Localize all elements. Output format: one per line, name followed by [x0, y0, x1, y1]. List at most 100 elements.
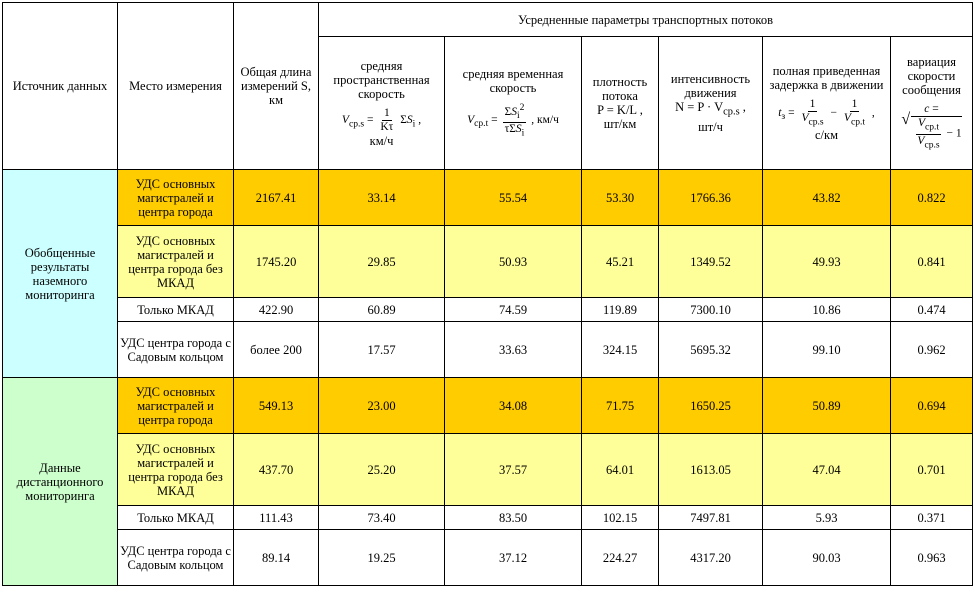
place-cell: УДС центра города с Садовым кольцом: [117, 321, 234, 378]
place-cell: УДС основных магистралей и центра города…: [117, 433, 234, 506]
density-cell: 45.21: [581, 225, 659, 298]
length-cell: 111.43: [233, 505, 319, 530]
header-density-unit: шт/км: [603, 117, 637, 131]
time-speed-formula: Vср.t = ΣSi2 τΣSi , км/ч: [467, 101, 559, 139]
delay-cell: 49.93: [762, 225, 891, 298]
header-density-title: плотность потока: [592, 75, 648, 103]
header-place: Место измерения: [117, 2, 234, 170]
time-speed-cell: 55.54: [444, 169, 582, 226]
intensity-cell: 1650.25: [658, 377, 763, 434]
density-cell: 324.15: [581, 321, 659, 378]
time-speed-cell: 50.93: [444, 225, 582, 298]
header-space-speed: средняя пространственная скорость Vср.s …: [318, 36, 445, 170]
density-cell: 71.75: [581, 377, 659, 434]
time-speed-cell: 74.59: [444, 297, 582, 322]
header-variation-title: вариация скорости сообщения: [902, 55, 961, 98]
density-cell: 64.01: [581, 433, 659, 506]
variation-cell: 0.841: [889, 225, 974, 298]
place-cell: УДС основных магистралей и центра города…: [117, 225, 234, 298]
delay-cell: 47.04: [762, 433, 891, 506]
space-speed-cell: 19.25: [318, 529, 445, 586]
table-row: УДС основных магистралей и центра города…: [3, 433, 974, 506]
table-row: УДС центра города с Садовым кольцом боле…: [3, 321, 974, 378]
table-row: УДС основных магистралей и центра города…: [3, 225, 974, 298]
delay-cell: 5.93: [762, 505, 891, 530]
density-cell: 53.30: [581, 169, 659, 226]
header-space-speed-title: средняя пространственная скорость: [333, 58, 430, 101]
length-cell: более 200: [233, 321, 319, 378]
intensity-cell: 1613.05: [658, 433, 763, 506]
space-speed-cell: 33.14: [318, 169, 445, 226]
intensity-cell: 7300.10: [658, 297, 763, 322]
place-cell: УДС основных магистралей и центра города: [117, 169, 234, 226]
time-speed-cell: 83.50: [444, 505, 582, 530]
header-space-speed-unit: км/ч: [369, 133, 394, 148]
length-cell: 549.13: [233, 377, 319, 434]
variation-cell: 0.371: [889, 505, 974, 530]
variation-cell: 0.474: [889, 297, 974, 322]
density-cell: 102.15: [581, 505, 659, 530]
intensity-cell: 4317.20: [658, 529, 763, 586]
intensity-formula: N = P · Vср.s ,: [675, 100, 746, 118]
intensity-cell: 1349.52: [658, 225, 763, 298]
space-speed-cell: 25.20: [318, 433, 445, 506]
place-cell: Только МКАД: [117, 297, 234, 322]
variation-cell: 0.962: [889, 321, 974, 378]
density-formula: P = K/L ,: [597, 103, 643, 117]
header-group: Усредненные параметры транспортных поток…: [317, 2, 974, 37]
header-delay-title: полная приведенная задержка в движении: [769, 63, 884, 92]
length-cell: 1745.20: [233, 225, 319, 298]
place-cell: Только МКАД: [117, 505, 234, 530]
place-cell: УДС центра города с Садовым кольцом: [117, 529, 234, 586]
space-speed-cell: 23.00: [318, 377, 445, 434]
delay-cell: 99.10: [762, 321, 891, 378]
table-row: УДС центра города с Садовым кольцом 89.1…: [3, 529, 974, 586]
time-speed-cell: 33.63: [444, 321, 582, 378]
density-cell: 119.89: [581, 297, 659, 322]
header-variation: вариация скорости сообщения c = Vср.tVср…: [889, 36, 974, 170]
space-speed-cell: 60.89: [318, 297, 445, 322]
length-cell: 422.90: [233, 297, 319, 322]
source-ground-monitoring: Обобщенные результаты наземного монитори…: [2, 169, 118, 378]
header-source: Источник данных: [2, 2, 118, 170]
space-speed-cell: 17.57: [318, 321, 445, 378]
time-speed-cell: 34.08: [444, 377, 582, 434]
header-time-speed-unit: км/ч: [537, 113, 559, 126]
delay-cell: 90.03: [762, 529, 891, 586]
source-remote-monitoring: Данные дистанционного мониторинга: [2, 377, 118, 586]
time-speed-cell: 37.12: [444, 529, 582, 586]
intensity-cell: 7497.81: [658, 505, 763, 530]
header-density: плотность потока P = K/L , шт/км: [581, 36, 659, 170]
header-time-speed: средняя временная скорость Vср.t = ΣSi2 τ…: [444, 36, 582, 170]
header-delay-unit: с/км: [814, 128, 838, 143]
delay-cell: 10.86: [762, 297, 891, 322]
intensity-cell: 1766.36: [658, 169, 763, 226]
variation-cell: 0.822: [889, 169, 974, 226]
intensity-cell: 5695.32: [658, 321, 763, 378]
intensity-formula-text: N = P · V: [675, 100, 724, 115]
table-row: Обобщенные результаты наземного монитори…: [2, 169, 974, 378]
header-intensity-unit: шт/ч: [698, 119, 723, 134]
header-intensity-title: интенсивность движения: [670, 72, 751, 101]
table-row: Данные дистанционного мониторинга УДС ос…: [2, 377, 974, 586]
header-intensity: интенсивность движения N = P · Vср.s , ш…: [658, 36, 763, 170]
delay-cell: 50.89: [762, 377, 891, 434]
place-cell: УДС основных магистралей и центра города: [117, 377, 234, 434]
variation-cell: 0.963: [889, 529, 974, 586]
intensity-formula-sub: ср.s: [723, 106, 740, 118]
space-speed-cell: 29.85: [318, 225, 445, 298]
space-speed-cell: 73.40: [318, 505, 445, 530]
length-cell: 437.70: [233, 433, 319, 506]
length-cell: 89.14: [233, 529, 319, 586]
delay-cell: 43.82: [762, 169, 891, 226]
header-time-speed-title: средняя временная скорость: [462, 66, 564, 95]
table-row: Только МКАД 111.43 73.40 83.50 102.15 74…: [3, 505, 974, 530]
density-cell: 224.27: [581, 529, 659, 586]
delay-formula: tз = 1 Vср.s − 1 Vср.t ,: [778, 97, 875, 128]
time-speed-cell: 37.57: [444, 433, 582, 506]
space-speed-formula: Vср.s = 1 Kτ ΣSi ,: [341, 106, 422, 133]
header-length: Общая длина измерений S, км: [233, 2, 319, 170]
length-cell: 2167.41: [233, 169, 319, 226]
